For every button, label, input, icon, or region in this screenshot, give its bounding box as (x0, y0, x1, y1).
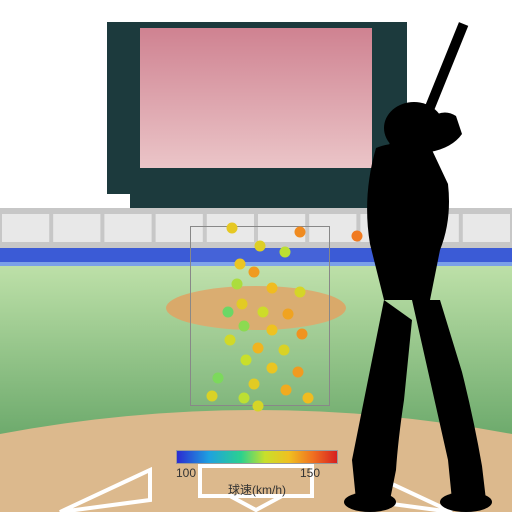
pitch-dot (283, 309, 294, 320)
speed-legend: 100 150 球速(km/h) (176, 450, 338, 498)
legend-tick-min: 100 (176, 466, 196, 480)
pitch-dot (249, 379, 260, 390)
pitch-dot (293, 367, 304, 378)
pitch-dot (235, 259, 246, 270)
pitch-dot (267, 283, 278, 294)
pitch-dot (267, 325, 278, 336)
pitch-dot (213, 373, 224, 384)
pitch-dot (239, 393, 250, 404)
pitch-chart-stage: 100 150 球速(km/h) (0, 0, 512, 512)
legend-tick-max: 150 (300, 466, 320, 480)
pitch-dot (267, 363, 278, 374)
pitch-dot (297, 329, 308, 340)
pitch-dot (241, 355, 252, 366)
pitch-dot (207, 391, 218, 402)
pitch-dot (223, 307, 234, 318)
pitch-dot (255, 241, 266, 252)
pitch-dot (249, 267, 260, 278)
pitch-dot (239, 321, 250, 332)
pitch-dot (225, 335, 236, 346)
pitch-dot (295, 287, 306, 298)
pitch-dot (295, 227, 306, 238)
pitch-dot (237, 299, 248, 310)
pitch-dot (232, 279, 243, 290)
pitch-dot (253, 343, 264, 354)
pitch-dot (227, 223, 238, 234)
pitch-dot (279, 345, 290, 356)
legend-colorbar (176, 450, 338, 464)
legend-label: 球速(km/h) (176, 481, 338, 498)
pitch-dot (258, 307, 269, 318)
pitch-dot (281, 385, 292, 396)
pitch-dot (280, 247, 291, 258)
pitch-dot (352, 231, 363, 242)
pitch-dot (303, 393, 314, 404)
legend-ticks: 100 150 (176, 466, 338, 480)
pitch-dot (253, 401, 264, 412)
